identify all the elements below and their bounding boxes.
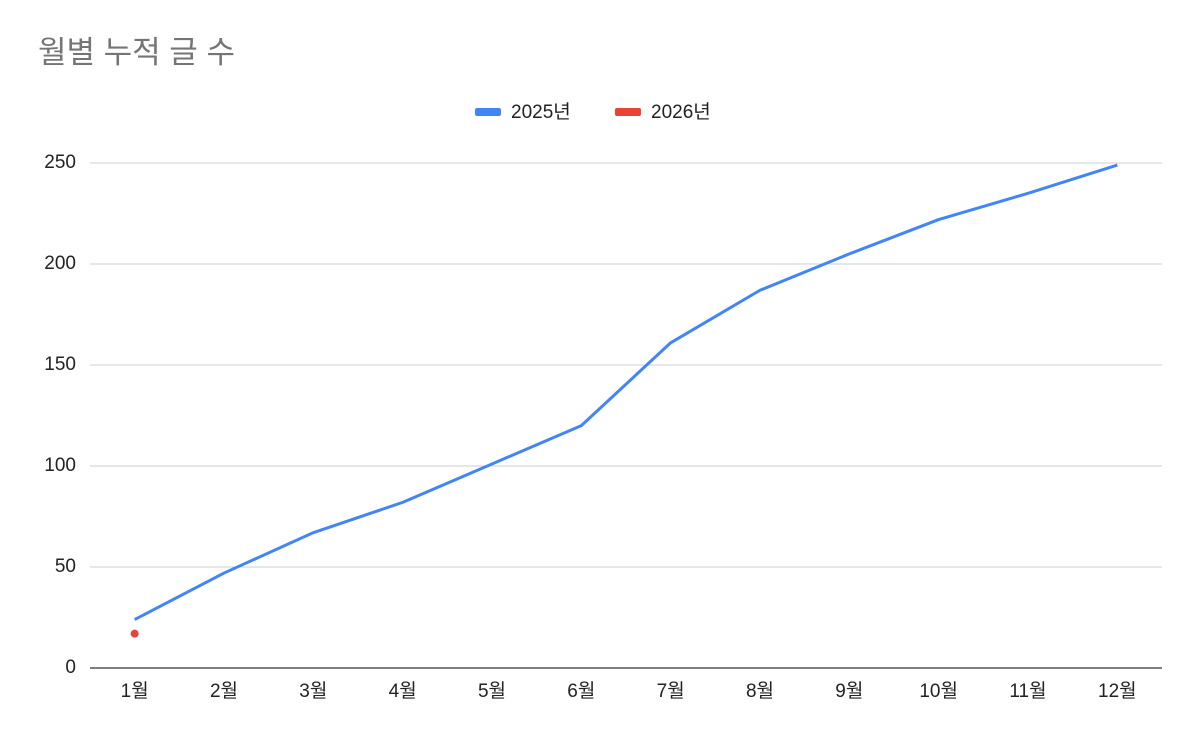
x-tick-label: 4월 <box>389 680 417 702</box>
x-tick-label: 10월 <box>919 680 958 702</box>
x-tick-label: 7월 <box>657 680 685 702</box>
x-tick-label: 11월 <box>1009 680 1046 702</box>
legend-swatch <box>615 108 641 116</box>
x-tick-label: 3월 <box>299 680 327 702</box>
y-tick-label: 200 <box>44 253 76 274</box>
x-tick-label: 9월 <box>835 680 863 702</box>
y-tick-label: 250 <box>44 152 76 173</box>
x-tick-label: 6월 <box>567 680 595 702</box>
y-tick-label: 0 <box>65 657 76 678</box>
y-tick-label: 150 <box>44 354 76 375</box>
legend-swatch <box>475 108 501 116</box>
chart-title: 월별 누적 글 수 <box>38 35 235 70</box>
x-tick-label: 2월 <box>210 680 238 702</box>
y-tick-label: 100 <box>44 455 76 476</box>
x-tick-label: 12월 <box>1098 680 1137 702</box>
x-tick-label: 5월 <box>478 680 506 702</box>
x-tick-label: 8월 <box>746 680 774 702</box>
y-tick-label: 50 <box>55 556 76 577</box>
legend-label: 2025년 <box>511 101 571 123</box>
data-point <box>130 629 139 638</box>
legend-label: 2026년 <box>651 101 711 123</box>
x-tick-label: 1월 <box>121 680 149 702</box>
series-line <box>133 163 1118 621</box>
